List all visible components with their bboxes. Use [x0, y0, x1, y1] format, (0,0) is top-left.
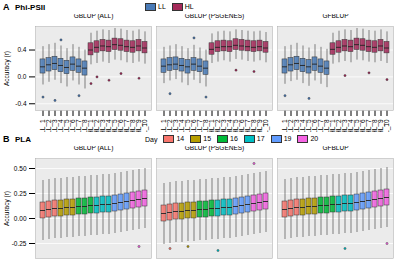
svg-text:0.00: 0.00 — [14, 215, 27, 222]
svg-text:GBLUP (ALL): GBLUP (ALL) — [74, 14, 114, 20]
svg-text:0.25: 0.25 — [14, 190, 27, 197]
html-text:Phi-PSII: Phi-PSII — [15, 2, 46, 12]
svg-text:Accuracy (r): Accuracy (r) — [3, 191, 11, 226]
html-text:Day: Day — [145, 135, 158, 143]
html-text:20: 20 — [310, 134, 319, 142]
svg-text:HL_10: HL_10 — [262, 119, 270, 132]
html-text:19: 19 — [283, 134, 292, 142]
svg-text:Accuracy (r): Accuracy (r) — [3, 51, 11, 86]
html-text:17: 17 — [256, 134, 265, 142]
svg-text:0.50: 0.50 — [14, 165, 27, 172]
html-text:14: 14 — [176, 134, 185, 142]
svg-text:GBLUP (PSGENES): GBLUP (PSGENES) — [185, 14, 244, 20]
svg-text:GBLUP (ALL): GBLUP (ALL) — [74, 146, 114, 152]
svg-text:-0.4: -0.4 — [15, 100, 27, 107]
svg-text:GBLUP (PSGENES): GBLUP (PSGENES) — [185, 146, 244, 152]
html-text:16: 16 — [230, 134, 238, 142]
svg-text:HL_10: HL_10 — [383, 119, 391, 132]
html-text:HL: HL — [184, 2, 194, 10]
svg-text:HL_10: HL_10 — [141, 119, 149, 132]
html-text:15: 15 — [203, 134, 211, 142]
svg-text:-0.25: -0.25 — [12, 240, 27, 247]
html-text:LL: LL — [158, 2, 166, 10]
svg-text:0.4: 0.4 — [17, 46, 26, 53]
html-text:A: A — [3, 2, 10, 12]
html-text:B: B — [3, 134, 10, 144]
svg-text:GFBLUP: GFBLUP — [322, 146, 348, 151]
svg-text:GFBLUP: GFBLUP — [322, 14, 348, 19]
svg-text:0.0: 0.0 — [17, 73, 26, 80]
html-text:PLA: PLA — [15, 134, 31, 144]
